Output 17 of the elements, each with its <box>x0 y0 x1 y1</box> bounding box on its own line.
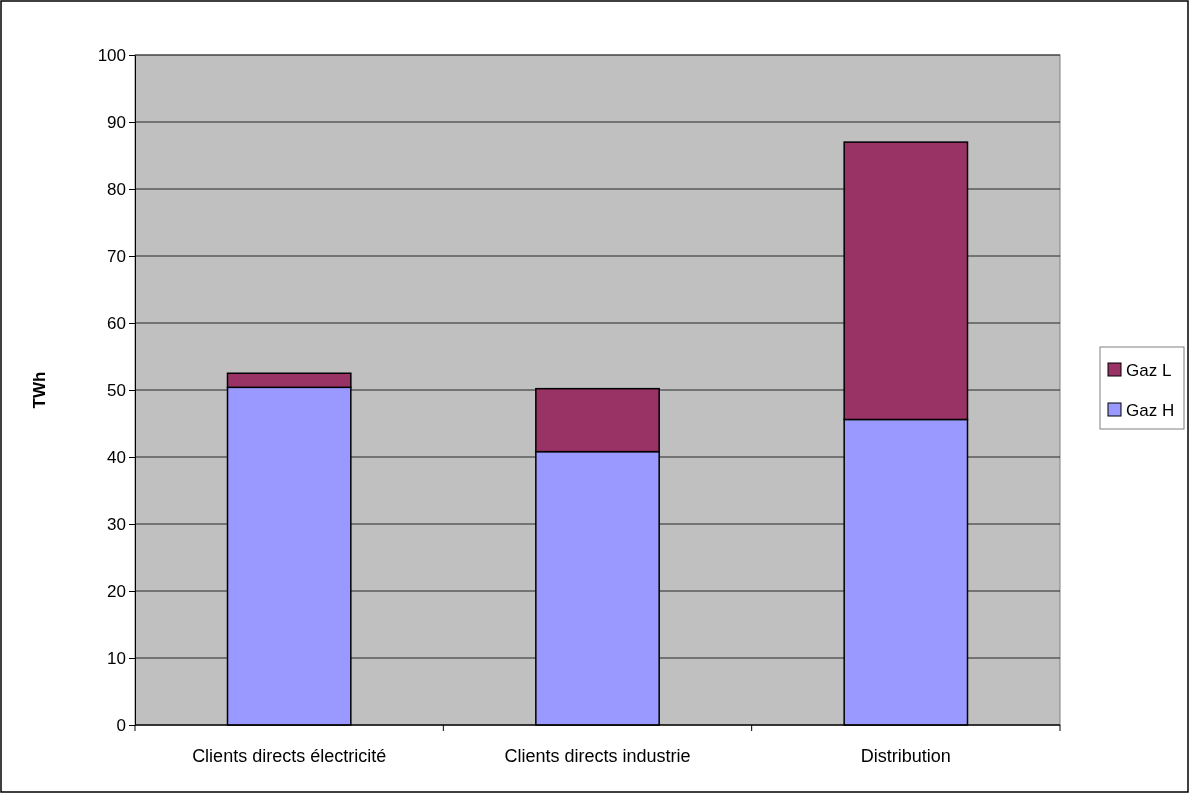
y-tick-label: 80 <box>107 179 126 199</box>
y-tick-label: 0 <box>116 715 126 735</box>
legend-label: Gaz L <box>1126 361 1172 380</box>
y-tick-label: 70 <box>107 246 126 266</box>
y-tick-label: 40 <box>107 447 126 467</box>
x-tick-label: Distribution <box>860 746 951 766</box>
y-tick-label: 10 <box>107 648 126 668</box>
y-tick-label: 100 <box>97 45 126 65</box>
y-tick-label: 90 <box>107 112 126 132</box>
y-tick-label: 30 <box>107 514 126 534</box>
x-tick-label: Clients directs électricité <box>192 746 387 766</box>
y-tick-label: 20 <box>107 581 126 601</box>
x-tick-label: Clients directs industrie <box>504 746 691 766</box>
legend-label: Gaz H <box>1126 401 1175 420</box>
y-tick-label: 60 <box>107 313 126 333</box>
y-axis-title: TWh <box>30 371 49 409</box>
y-tick-label: 50 <box>107 380 126 400</box>
